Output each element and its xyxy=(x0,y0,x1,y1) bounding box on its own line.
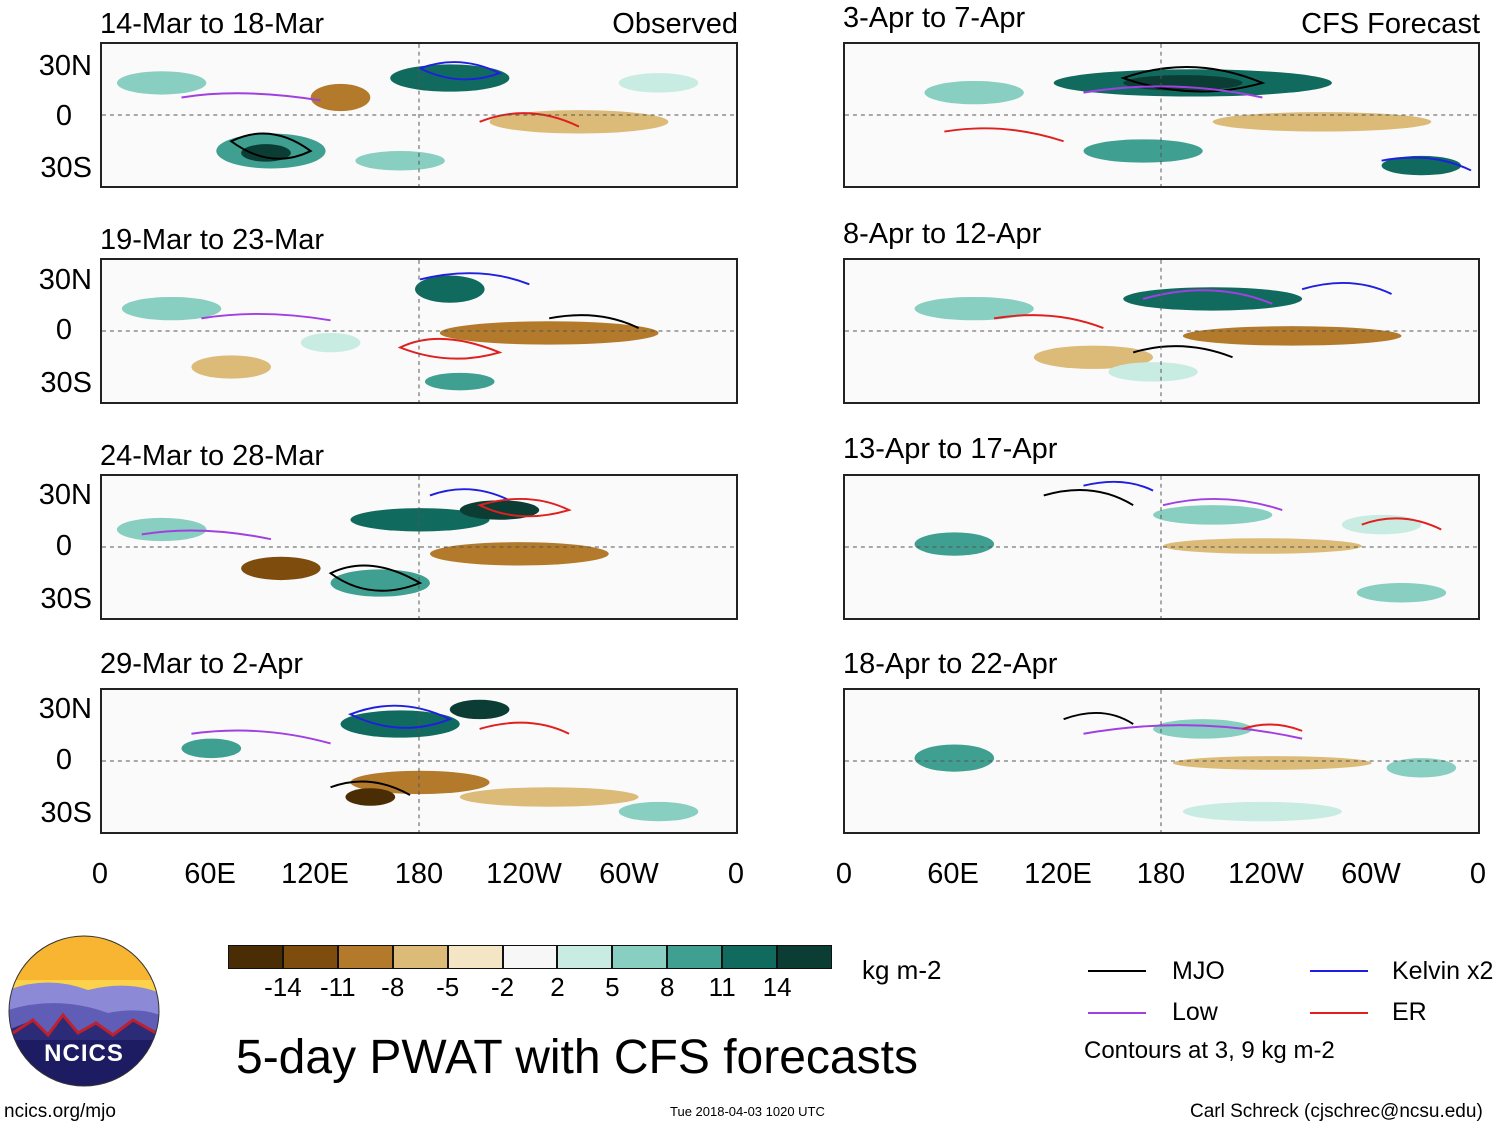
panel-title: 29-Mar to 2-Apr xyxy=(100,648,304,680)
lat-label: 0 xyxy=(55,744,72,776)
map-panel-obs-3 xyxy=(100,474,738,620)
lat-label: 0 xyxy=(55,530,72,562)
lon-label: 120E xyxy=(281,858,349,890)
colorbar-swatch xyxy=(612,945,668,969)
colorbar-tick-label: 11 xyxy=(708,972,736,1002)
footer-timestamp: Tue 2018-04-03 1020 UTC xyxy=(670,1104,825,1119)
lon-label: 0 xyxy=(1469,858,1487,890)
legend-label-mjo: MJO xyxy=(1172,957,1225,985)
ncics-logo-text: NCICS xyxy=(44,1040,124,1067)
colorbar-swatch xyxy=(228,945,283,969)
map-panel-fcst-4 xyxy=(843,688,1480,834)
pwat-map-graphic xyxy=(845,690,1478,832)
colorbar-tick-label: -11 xyxy=(319,972,356,1002)
lat-label: 30N xyxy=(38,479,92,511)
pwat-map-graphic xyxy=(845,476,1478,618)
panel-title: 8-Apr to 12-Apr xyxy=(843,218,1042,250)
footer-author: Carl Schreck (cjschrec@ncsu.edu) xyxy=(1190,1101,1483,1122)
colorbar-swatches xyxy=(228,945,832,969)
lat-label: 30S xyxy=(40,797,92,829)
colorbar-tick-label: 14 xyxy=(762,972,792,1002)
colorbar-tick-label: -2 xyxy=(490,972,515,1002)
colorbar xyxy=(228,945,832,969)
colorbar-labels: -14 -11 -8 -5 -2 2 5 8 11 14 xyxy=(228,974,832,1004)
colorbar-swatch xyxy=(337,945,393,969)
panel-title: 18-Apr to 22-Apr xyxy=(843,648,1058,680)
colorbar-swatch xyxy=(392,945,448,969)
pwat-map-graphic xyxy=(102,260,736,402)
lon-label: 0 xyxy=(727,858,745,890)
lat-label: 30N xyxy=(38,264,92,296)
pwat-map-graphic xyxy=(845,44,1478,186)
legend-line-er xyxy=(1310,1012,1368,1014)
map-panel-obs-2 xyxy=(100,258,738,404)
lat-label: 0 xyxy=(55,100,72,132)
lat-label: 30N xyxy=(38,50,92,82)
forecast-header: CFS Forecast xyxy=(1301,8,1480,40)
pwat-map-graphic xyxy=(102,44,736,186)
legend-line-mjo xyxy=(1088,970,1146,972)
lat-label: 30S xyxy=(40,583,92,615)
lon-label: 60W xyxy=(1341,858,1401,890)
colorbar-tick-label: 8 xyxy=(660,972,675,1002)
panel-title: 3-Apr to 7-Apr xyxy=(843,2,1026,34)
panel-title: 13-Apr to 17-Apr xyxy=(843,433,1058,465)
legend-label-kelvin: Kelvin x2 xyxy=(1392,957,1494,985)
lon-label: 180 xyxy=(394,858,444,890)
lon-label: 60W xyxy=(599,858,659,890)
map-panel-obs-1 xyxy=(100,42,738,188)
map-panel-fcst-1 xyxy=(843,42,1480,188)
map-panel-obs-4 xyxy=(100,688,738,834)
lon-label: 60E xyxy=(927,858,979,890)
colorbar-swatch xyxy=(667,945,723,969)
legend-label-low: Low xyxy=(1172,998,1218,1026)
lon-label: 180 xyxy=(1136,858,1186,890)
lat-label: 0 xyxy=(55,314,72,346)
ncics-logo: NCICS xyxy=(8,935,160,1087)
legend-note: Contours at 3, 9 kg m-2 xyxy=(1084,1037,1335,1064)
panel-title: 19-Mar to 23-Mar xyxy=(100,224,325,256)
legend-line-low xyxy=(1088,1012,1146,1014)
map-panel-fcst-2 xyxy=(843,258,1480,404)
ncics-logo-icon xyxy=(8,935,160,1087)
footer-url[interactable]: ncics.org/mjo xyxy=(4,1101,116,1122)
map-panel-fcst-3 xyxy=(843,474,1480,620)
colorbar-tick-label: -8 xyxy=(381,972,405,1002)
observed-header: Observed xyxy=(612,8,738,40)
colorbar-swatch xyxy=(447,945,503,969)
lon-label: 60E xyxy=(184,858,236,890)
colorbar-swatch xyxy=(282,945,338,969)
pwat-map-graphic xyxy=(102,476,736,618)
colorbar-swatch xyxy=(722,945,778,969)
colorbar-units: kg m-2 xyxy=(862,955,942,985)
lat-label: 30N xyxy=(38,693,92,725)
lon-label: 0 xyxy=(91,858,109,890)
panel-title: 14-Mar to 18-Mar xyxy=(100,8,325,40)
pwat-map-graphic xyxy=(845,260,1478,402)
legend-line-kelvin xyxy=(1310,970,1368,972)
colorbar-swatch xyxy=(502,945,558,969)
colorbar-tick-label: -5 xyxy=(436,972,460,1002)
lat-label: 30S xyxy=(40,152,92,184)
pwat-map-graphic xyxy=(102,690,736,832)
legend-label-er: ER xyxy=(1392,998,1427,1026)
lon-label: 120W xyxy=(486,858,562,890)
colorbar-tick-label: 2 xyxy=(550,972,565,1002)
main-title: 5-day PWAT with CFS forecasts xyxy=(236,1031,918,1084)
lon-label: 120W xyxy=(1228,858,1304,890)
panel-title: 24-Mar to 28-Mar xyxy=(100,440,325,472)
colorbar-tick-label: 5 xyxy=(605,972,620,1002)
lon-label: 0 xyxy=(835,858,853,890)
lon-label: 120E xyxy=(1024,858,1092,890)
colorbar-swatch xyxy=(777,945,832,969)
colorbar-tick-label: -14 xyxy=(264,972,302,1002)
colorbar-swatch xyxy=(557,945,613,969)
lat-label: 30S xyxy=(40,367,92,399)
